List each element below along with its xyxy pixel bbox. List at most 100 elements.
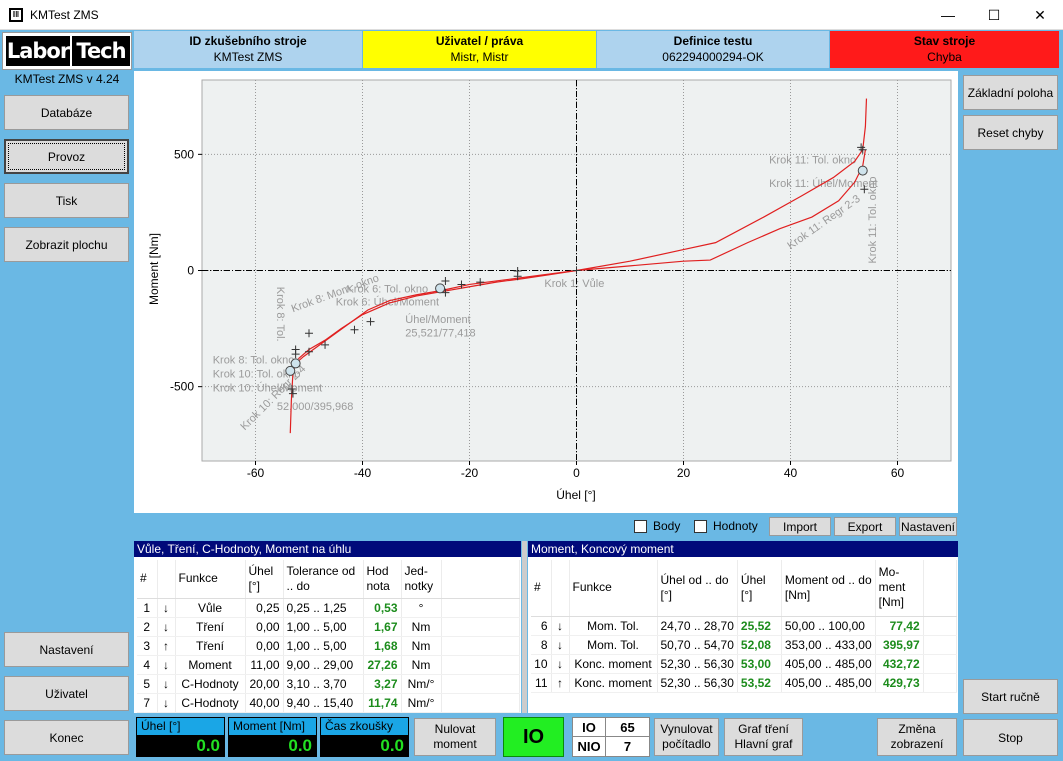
table-row[interactable]: 4 ↓ Moment 11,00 9,00 .. 29,00 27,26 Nm [137,655,520,675]
change-view-button[interactable]: Změna zobrazení [877,718,957,756]
table-row[interactable]: 5 ↓ C-Hodnoty 20,00 3,10 .. 3,70 3,27 Nm/° [137,674,520,694]
panel-title: Moment, Koncový moment [528,541,958,557]
maximize-icon[interactable]: ☐ [987,7,1001,23]
angle-readout: Úhel [°] 0.0 [136,717,225,757]
body-checkbox[interactable]: Body [634,519,680,533]
values-checkbox[interactable]: Hodnoty [694,519,758,533]
nio-count-value: 7 [623,739,632,754]
col-header[interactable]: # [531,560,552,617]
logo-text-labor: Labor [6,36,70,66]
basic-position-button[interactable]: Základní poloha [963,75,1058,110]
filler-cell [923,654,958,674]
table-row[interactable]: 6 ↓ Mom. Tol. 24,70 .. 28,70 25,52 50,00 .. 1… [531,616,958,636]
header-user-rights: Uživatel / práva Mistr, Mistr [363,31,596,68]
filler-cell [441,655,520,675]
checkbox-label: Hodnoty [713,519,758,533]
zero-moment-button[interactable]: Nulovat moment [414,718,496,756]
table-row[interactable]: 2 ↓ Tření 0,00 1,00 .. 5,00 1,67 Nm [137,617,520,637]
direction-arrow-icon: ↓ [551,635,570,655]
col-header[interactable]: Hod nota [363,560,402,599]
import-button[interactable]: Import [769,517,831,536]
angle-range-cell: 24,70 .. 28,70 [657,616,738,636]
unit-cell: Nm [401,617,442,637]
nav-uzivatel-button[interactable]: Uživatel [4,676,129,711]
header-machine-state: Stav stroje Chyba [830,31,1059,68]
splitter[interactable] [522,541,527,713]
x-tick-label: -40 [354,466,372,480]
checkbox-label: Body [653,519,681,533]
left-results-table[interactable]: # Funkce Úhel [°] Tolerance od .. do Hod… [137,560,520,713]
table-row[interactable]: 1 ↓ Vůle 0,25 0,25 .. 1,25 0,53 ° [137,598,520,618]
unit-cell: Nm [401,636,442,656]
col-header[interactable]: Úhel [°] [737,560,782,617]
filler-cell [441,598,520,618]
start-manual-button[interactable]: Start ručně [963,679,1058,714]
col-header[interactable]: Tolerance od .. do [283,560,364,599]
table-row[interactable]: 3 ↑ Tření 0,00 1,00 .. 5,00 1,68 Nm [137,636,520,656]
close-icon[interactable]: ✕ [1034,7,1046,23]
graph-switch-button[interactable]: Graf tření Hlavní graf [724,718,803,756]
reset-errors-button[interactable]: Reset chyby [963,115,1058,150]
col-header[interactable]: Funkce [569,560,658,617]
angle-cell: 0,25 [245,598,284,618]
chart-annotation: Krok 10: Úhel/Moment [213,381,322,394]
reset-counter-button[interactable]: Vynulovat počítadlo [654,718,719,756]
chart-settings-button[interactable]: Nastavení [899,517,957,536]
left-results-panel: Vůle, Tření, C-Hodnoty, Moment na úhlu #… [134,541,521,713]
col-header[interactable] [551,560,570,617]
angle-range-cell: 50,70 .. 54,70 [657,635,738,655]
table-row[interactable]: 8 ↓ Mom. Tol. 50,70 .. 54,70 52,08 353,00 .. … [531,635,958,655]
col-header[interactable]: Úhel [°] [245,560,284,599]
filler-cell [923,616,958,636]
function-cell: Tření [175,636,246,656]
tolerance-cell: 9,00 .. 29,00 [283,655,364,675]
unit-cell: Nm [401,655,442,675]
unit-cell: Nm/° [401,693,442,713]
value-cell: 27,26 [363,655,402,675]
nav-databaze-button[interactable]: Databáze [4,95,129,130]
nav-zobrazit-plochu-button[interactable]: Zobrazit plochu [4,227,129,262]
table-row[interactable]: 7 ↓ C-Hodnoty 40,00 9,40 .. 15,40 11,74 Nm/° [137,693,520,713]
value-cell: 0,53 [363,598,402,618]
minimize-icon[interactable]: — [941,7,955,23]
col-header[interactable]: Jed- notky [401,560,442,599]
point-marker [290,358,301,369]
right-results-panel: Moment, Koncový moment # Funkce Úhel od … [528,541,958,713]
angle-cell: 11,00 [245,655,284,675]
col-header[interactable]: Funkce [175,560,246,599]
title-bar: I‖ KMTest ZMS — ☐ ✕ [0,0,1063,30]
table-row[interactable]: 11 ↑ Konc. moment 52,30 .. 56,30 53,52 405,00… [531,673,958,693]
checkbox-box[interactable] [634,519,647,533]
col-header[interactable]: Úhel od .. do [°] [657,560,738,617]
nav-konec-button[interactable]: Konec [4,720,129,755]
moment-range-cell: 405,00 .. 485,00 [781,673,876,693]
col-header[interactable] [157,560,176,599]
direction-arrow-icon: ↑ [157,636,176,656]
filler-cell [441,617,520,637]
function-cell: Mom. Tol. [569,616,658,636]
stop-button[interactable]: Stop [963,719,1058,756]
right-results-table[interactable]: # Funkce Úhel od .. do [°] Úhel [°] Mome… [531,560,958,693]
col-header[interactable]: Moment od .. do [Nm] [781,560,876,617]
moment-cell: 77,42 [875,616,924,636]
export-button[interactable]: Export [834,517,896,536]
nav-tisk-button[interactable]: Tisk [4,183,129,218]
cross-marker [350,325,359,334]
angle-cell: 53,52 [737,673,782,693]
table-row[interactable]: 10 ↓ Konc. moment 52,30 .. 56,30 53,00 405,00… [531,654,958,674]
function-cell: Konc. moment [569,654,658,674]
col-header[interactable]: Mo- ment [Nm] [875,560,924,617]
checkbox-box[interactable] [694,519,707,533]
col-header[interactable]: # [137,560,158,599]
cross-marker [441,276,450,285]
value-cell: 3,27 [363,674,402,694]
row-number: 11 [531,673,552,693]
nav-provoz-button[interactable]: Provoz [4,139,129,174]
direction-arrow-icon: ↓ [551,616,570,636]
header-value: Chyba [927,50,962,64]
chart-annotation: 25,521/77,418 [405,328,475,340]
function-cell: Mom. Tol. [569,635,658,655]
nav-nastaveni-button[interactable]: Nastavení [4,632,129,667]
tolerance-cell: 9,40 .. 15,40 [283,693,364,713]
